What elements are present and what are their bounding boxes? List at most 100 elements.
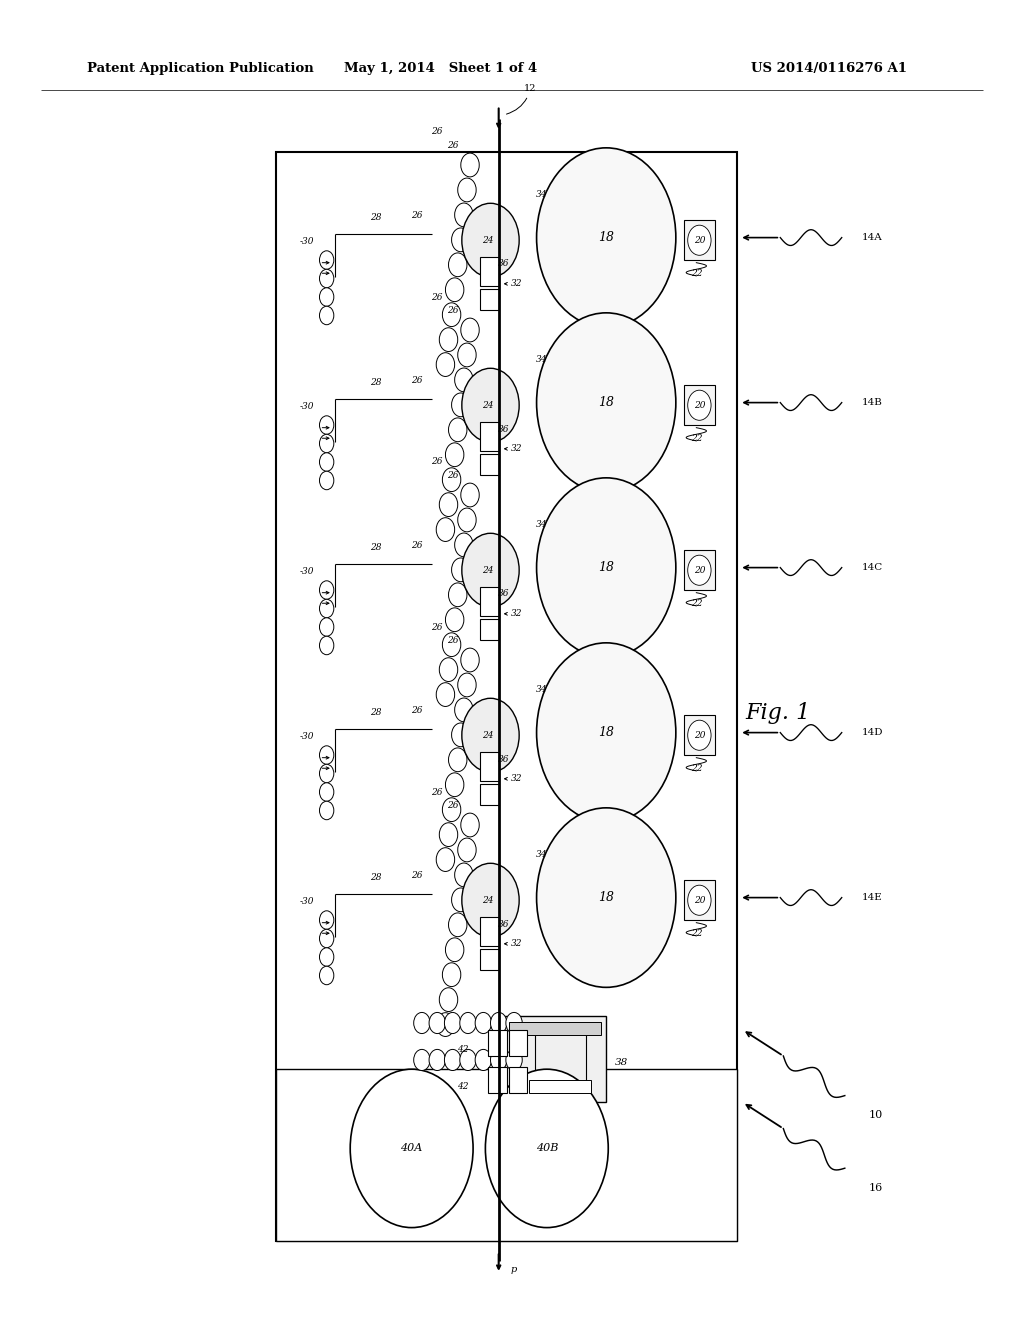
Circle shape: [445, 277, 464, 302]
Bar: [480, 454, 499, 475]
Text: -30: -30: [300, 238, 314, 246]
Text: 42: 42: [457, 1082, 469, 1090]
Circle shape: [442, 467, 461, 491]
Text: 26: 26: [446, 636, 459, 644]
Circle shape: [452, 888, 470, 912]
Bar: [488, 1030, 507, 1056]
Circle shape: [319, 636, 334, 655]
Circle shape: [461, 318, 479, 342]
Circle shape: [460, 1049, 476, 1071]
Text: 24: 24: [481, 731, 494, 739]
Bar: [480, 752, 499, 781]
Circle shape: [506, 1049, 522, 1071]
Circle shape: [319, 746, 334, 764]
Circle shape: [537, 313, 676, 492]
Text: 40A: 40A: [400, 1143, 423, 1154]
Circle shape: [537, 478, 676, 657]
Circle shape: [455, 203, 473, 227]
Text: Patent Application Publication: Patent Application Publication: [87, 62, 313, 75]
Text: 24: 24: [481, 896, 494, 904]
Text: 24: 24: [481, 566, 494, 574]
Circle shape: [414, 1012, 430, 1034]
Bar: [684, 220, 715, 260]
Circle shape: [436, 352, 455, 376]
Bar: [684, 385, 715, 425]
Circle shape: [439, 822, 458, 846]
Bar: [684, 880, 715, 920]
Bar: [509, 1022, 601, 1035]
Text: 18: 18: [598, 396, 614, 409]
Text: 18: 18: [598, 231, 614, 244]
Bar: [480, 917, 499, 946]
Circle shape: [436, 517, 455, 541]
Circle shape: [439, 987, 458, 1011]
Bar: [509, 1030, 527, 1056]
Text: 42: 42: [457, 1045, 469, 1053]
Text: 22: 22: [690, 764, 702, 772]
Circle shape: [444, 1012, 461, 1034]
Text: 36: 36: [498, 920, 510, 928]
Text: 26: 26: [431, 623, 443, 631]
Circle shape: [319, 471, 334, 490]
Circle shape: [319, 288, 334, 306]
Bar: [276, 152, 737, 1241]
Text: 20: 20: [693, 236, 706, 244]
Text: 12: 12: [507, 84, 537, 114]
Text: Fig. 1: Fig. 1: [745, 702, 811, 723]
Text: 18: 18: [598, 561, 614, 574]
Circle shape: [319, 783, 334, 801]
Bar: [480, 949, 499, 970]
Text: 26: 26: [411, 541, 423, 549]
Text: 22: 22: [690, 929, 702, 937]
Circle shape: [485, 1069, 608, 1228]
Circle shape: [461, 648, 479, 672]
Circle shape: [458, 178, 476, 202]
Circle shape: [414, 1049, 430, 1071]
Circle shape: [458, 343, 476, 367]
Text: 26: 26: [431, 293, 443, 301]
Circle shape: [452, 393, 470, 417]
Circle shape: [462, 368, 519, 442]
Circle shape: [439, 327, 458, 351]
Circle shape: [458, 838, 476, 862]
Text: US 2014/0116276 A1: US 2014/0116276 A1: [752, 62, 907, 75]
Bar: [276, 1069, 737, 1241]
Circle shape: [445, 937, 464, 961]
Text: -30: -30: [300, 898, 314, 906]
Text: 14D: 14D: [862, 729, 883, 737]
Text: 32: 32: [511, 775, 523, 783]
Text: p: p: [511, 1266, 517, 1274]
Bar: [488, 1067, 507, 1093]
Circle shape: [449, 253, 467, 277]
Text: 26: 26: [431, 128, 443, 136]
Text: 40B: 40B: [536, 1143, 558, 1154]
Text: -30: -30: [300, 403, 314, 411]
Circle shape: [442, 302, 461, 326]
Text: 26: 26: [411, 706, 423, 714]
Text: 32: 32: [511, 940, 523, 948]
Circle shape: [436, 1012, 455, 1036]
Text: 36: 36: [498, 755, 510, 763]
Circle shape: [444, 1049, 461, 1071]
Text: 32: 32: [511, 445, 523, 453]
Circle shape: [688, 226, 711, 255]
Circle shape: [319, 599, 334, 618]
Circle shape: [319, 929, 334, 948]
Circle shape: [436, 682, 455, 706]
Circle shape: [506, 1012, 522, 1034]
Circle shape: [319, 269, 334, 288]
Text: 38: 38: [615, 1059, 628, 1067]
Circle shape: [442, 632, 461, 656]
Circle shape: [445, 607, 464, 632]
Circle shape: [319, 911, 334, 929]
Text: -30: -30: [300, 733, 314, 741]
Circle shape: [449, 913, 467, 937]
Text: 26: 26: [446, 141, 459, 149]
Text: 10: 10: [868, 1110, 883, 1121]
Text: 28: 28: [370, 709, 382, 717]
Circle shape: [449, 748, 467, 772]
Text: 26: 26: [411, 376, 423, 384]
Circle shape: [455, 368, 473, 392]
Circle shape: [475, 1049, 492, 1071]
Circle shape: [319, 581, 334, 599]
